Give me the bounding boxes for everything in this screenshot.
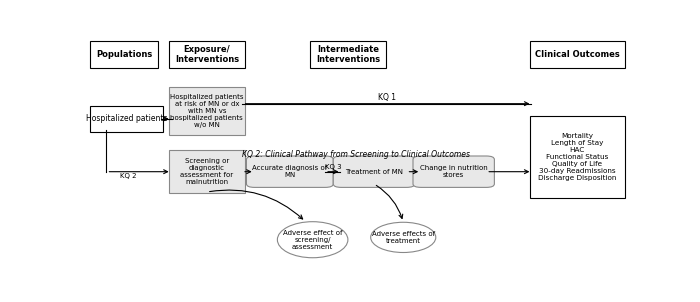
FancyBboxPatch shape <box>169 150 245 193</box>
Text: KQ 2: Clinical Pathway from Screening to Clinical Outcomes: KQ 2: Clinical Pathway from Screening to… <box>242 150 470 159</box>
Text: Mortality
Length of Stay
HAC
Functional Status
Quality of Life
30-day Readmissio: Mortality Length of Stay HAC Functional … <box>538 133 616 181</box>
Text: Hospitalized patients: Hospitalized patients <box>86 114 167 123</box>
Text: Intermediate
Interventions: Intermediate Interventions <box>316 45 380 64</box>
FancyBboxPatch shape <box>530 117 624 198</box>
Text: Adverse effects of
treatment: Adverse effects of treatment <box>372 231 435 244</box>
Ellipse shape <box>371 222 436 252</box>
Ellipse shape <box>277 222 348 258</box>
FancyBboxPatch shape <box>169 87 245 135</box>
FancyArrowPatch shape <box>209 190 302 219</box>
Text: Populations: Populations <box>96 50 152 59</box>
Text: Screening or
diagnostic
assessment for
malnutrition: Screening or diagnostic assessment for m… <box>181 158 233 185</box>
Text: Clinical Outcomes: Clinical Outcomes <box>535 50 620 59</box>
Text: Exposure/
Interventions: Exposure/ Interventions <box>175 45 239 64</box>
FancyBboxPatch shape <box>246 156 333 187</box>
FancyBboxPatch shape <box>413 156 494 187</box>
Text: Hospitalized patients
at risk of MN or dx
with MN vs
hospitalized patients
w/o M: Hospitalized patients at risk of MN or d… <box>170 94 244 128</box>
Text: KQ 1: KQ 1 <box>378 93 396 102</box>
FancyBboxPatch shape <box>530 41 624 68</box>
FancyBboxPatch shape <box>169 41 245 68</box>
FancyBboxPatch shape <box>90 106 163 132</box>
FancyBboxPatch shape <box>310 41 386 68</box>
Text: Change in nutrition
stores: Change in nutrition stores <box>420 165 488 178</box>
Text: Treatment of MN: Treatment of MN <box>345 169 403 175</box>
Text: KQ 3: KQ 3 <box>325 164 342 170</box>
Text: Adverse effect of
screening/
assessment: Adverse effect of screening/ assessment <box>283 230 342 250</box>
FancyBboxPatch shape <box>333 156 414 187</box>
FancyBboxPatch shape <box>90 41 158 68</box>
Text: Accurate diagnosis of
MN: Accurate diagnosis of MN <box>252 165 328 178</box>
Text: KQ 2: KQ 2 <box>120 173 136 179</box>
FancyArrowPatch shape <box>377 185 402 218</box>
